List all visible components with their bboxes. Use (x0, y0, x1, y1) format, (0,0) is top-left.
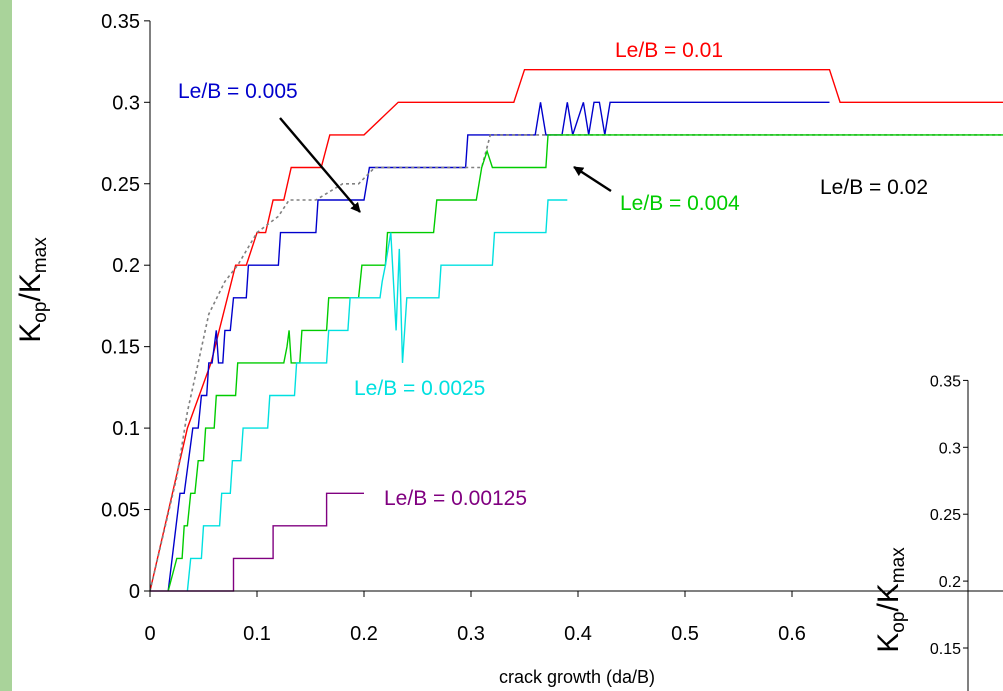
y-axis-label-part: max (888, 547, 909, 583)
y-tick-label: 0.2 (112, 255, 140, 277)
inset-y-tick-label: 0.3 (939, 440, 961, 457)
annotation-label-2: Le/B = 0.005 (178, 80, 298, 103)
series-line-2 (167, 101, 830, 592)
y-tick-label: 0.1 (112, 418, 140, 440)
inset-chart-layer: 0.15 0.2 0.25 0.3 0.35 Kop/Kmax (872, 373, 969, 691)
annotation-label-1: Le/B = 0.01 (615, 39, 723, 62)
inset-y-tick-label: 0.25 (930, 507, 961, 524)
annotation-label-3: Le/B = 0.02 (820, 176, 928, 199)
series-layer (149, 68, 1003, 592)
y-axis-label-part: K (14, 323, 47, 343)
y-tick-label: 0.15 (101, 337, 140, 359)
annotation-arrow-2 (573, 165, 612, 193)
x-axis-label: crack growth (da/B) (499, 667, 655, 687)
series-line-3 (149, 134, 1003, 592)
inset-y-tick-label: 0.35 (930, 373, 961, 390)
annotation-label-4: Le/B = 0.004 (620, 192, 740, 215)
annotation-label-5: Le/B = 0.0025 (354, 377, 485, 400)
x-tick-label: 0.5 (671, 623, 699, 645)
y-axis-label-part: /K (872, 583, 905, 611)
y-axis-label-part: op (30, 302, 51, 323)
y-tick-label: 0 (129, 581, 140, 603)
y-tick-label: 0.25 (101, 174, 140, 196)
series-line-6 (150, 492, 364, 592)
annotation-arrow-1 (279, 117, 361, 213)
y-axis-label-part: /K (14, 273, 47, 301)
y-axis-label-part: op (888, 612, 909, 633)
left-edge-strip (0, 0, 12, 691)
series-line-1 (149, 68, 1003, 592)
y-tick-label: 0.05 (101, 500, 140, 522)
y-axis-label: Kop/Kmax (14, 237, 51, 343)
annotation-label-6: Le/B = 0.00125 (384, 487, 527, 510)
y-tick-label: 0.3 (112, 92, 140, 114)
series-line-5 (186, 199, 568, 592)
inset-y-tick-label: 0.15 (930, 641, 961, 658)
y-axis-label-part: K (872, 633, 905, 653)
x-tick-label: 0.3 (457, 623, 485, 645)
series-line-4 (167, 134, 1003, 592)
axes-layer: 0 0.05 0.1 0.15 0.2 0.25 0.3 0.35 0 0.1 0.2 0.3 0.4 0… (14, 11, 1003, 687)
x-tick-label: 0.2 (350, 623, 378, 645)
inset-y-tick-label: 0.2 (939, 574, 961, 591)
x-tick-label: 0.1 (243, 623, 271, 645)
x-tick-label: 0 (144, 623, 155, 645)
x-tick-label: 0.4 (564, 623, 592, 645)
annotations-layer: Le/B = 0.01 Le/B = 0.005 Le/B = 0.02 Le/B =… (178, 39, 928, 510)
x-tick-label: 0.6 (778, 623, 806, 645)
y-axis-label-part: max (30, 237, 51, 273)
y-tick-label: 0.35 (101, 11, 140, 33)
inset-y-axis-label: Kop/Kmax (872, 547, 909, 653)
